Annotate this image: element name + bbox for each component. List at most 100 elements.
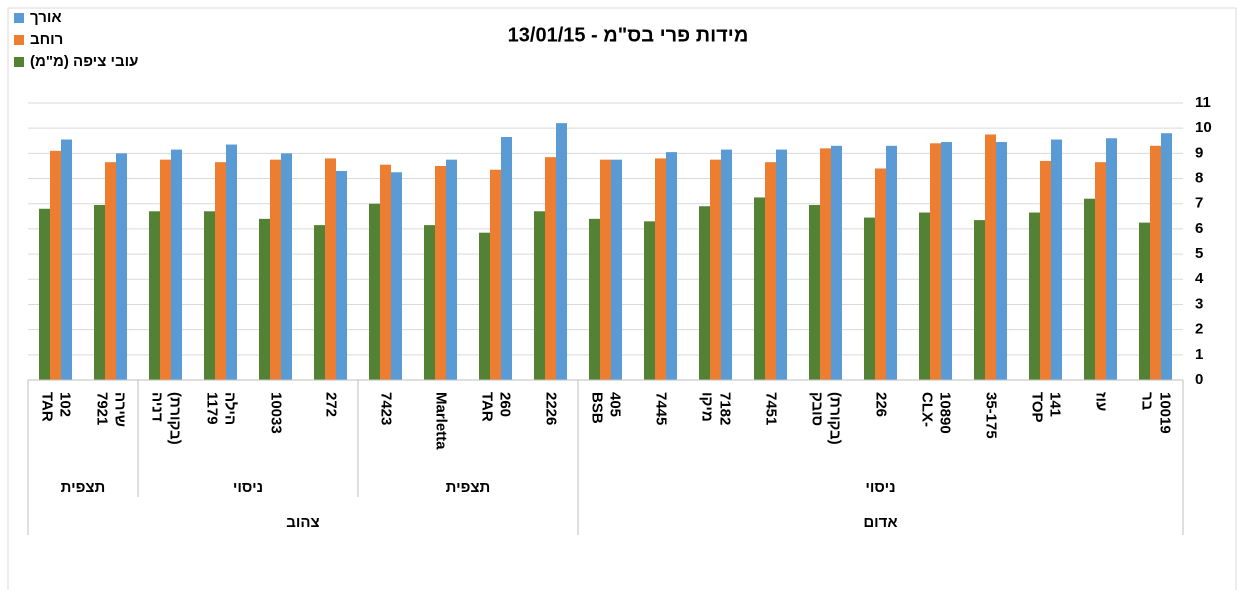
legend-swatch (14, 35, 24, 45)
bar (1040, 160, 1051, 380)
y-tick-label: 10 (1195, 119, 1212, 136)
x-tick-label: 226 (873, 392, 890, 417)
legend-label: רוחב (30, 31, 63, 48)
y-tick-label: 7 (1195, 195, 1203, 212)
x-tick-label: 10890 (937, 392, 954, 434)
bar (391, 172, 402, 380)
x-tick-label: CLX- (919, 392, 936, 427)
x-tick-label: 10019 (1157, 392, 1174, 434)
bar (171, 149, 182, 380)
bar (490, 169, 501, 380)
y-tick-label: 5 (1195, 245, 1203, 262)
x-tick-label: 7423 (378, 392, 395, 425)
bar (699, 206, 710, 380)
x-tick-label: TAR (39, 392, 56, 422)
x-tick-label: BSB (589, 392, 606, 424)
y-tick-label: 9 (1195, 144, 1203, 161)
x-tick-label: TAR (479, 392, 496, 422)
y-tick-label: 2 (1195, 321, 1203, 338)
bar (105, 162, 116, 380)
x-tick-label: 7921 (94, 392, 111, 425)
x-tick-label: הילה (222, 392, 239, 425)
group-label: תצפית (446, 479, 491, 496)
bar (1106, 138, 1117, 380)
bar (930, 143, 941, 380)
bar (611, 159, 622, 380)
bar (644, 221, 655, 380)
x-tick-label: 405 (607, 392, 624, 417)
bar (1139, 222, 1150, 380)
bar (765, 162, 776, 380)
bar (501, 136, 512, 380)
bar (534, 211, 545, 380)
legend-swatch (14, 57, 24, 67)
x-tick-label: 7445 (653, 392, 670, 425)
bar (369, 203, 380, 380)
bar (281, 153, 292, 380)
x-tick-label: עוז (1093, 392, 1110, 411)
x-tick-label: 272 (323, 392, 340, 417)
bar (94, 204, 105, 380)
bar (941, 142, 952, 380)
x-tick-label: דניה (149, 392, 166, 422)
bar (721, 149, 732, 380)
x-tick-label: TOP (1029, 392, 1046, 423)
x-tick-label: בר (1139, 392, 1156, 411)
bar (116, 153, 127, 380)
bar (215, 162, 226, 380)
bar (985, 134, 996, 380)
chart-title: מידות פרי בס"מ - 13/01/15 (508, 24, 749, 46)
y-tick-label: 4 (1195, 270, 1204, 287)
bar (39, 208, 50, 380)
y-tick-label: 6 (1195, 220, 1203, 237)
group-label: ניסוי (233, 479, 263, 496)
bar (919, 212, 930, 380)
bar (479, 232, 490, 380)
bar (259, 218, 270, 380)
bar (655, 158, 666, 380)
x-tick-label: 10033 (268, 392, 285, 434)
x-tick-label: 35-175 (983, 392, 1000, 439)
bar (1051, 139, 1062, 380)
x-tick-label: שירה (112, 392, 129, 427)
legend-swatch (14, 13, 24, 23)
bar (556, 123, 567, 381)
bar (1150, 145, 1161, 380)
bar (314, 225, 325, 380)
bar (754, 197, 765, 380)
bar (435, 165, 446, 380)
legend-label: אורך (30, 9, 62, 26)
y-tick-label: 0 (1195, 371, 1203, 388)
x-tick-label: מיקו (699, 392, 716, 422)
x-tick-label: Marletta (433, 392, 450, 450)
bar (50, 150, 61, 380)
bar (1161, 133, 1172, 380)
bar (336, 170, 347, 380)
legend-label: עובי ציפה (מ"מ) (30, 53, 138, 70)
bar (1084, 198, 1095, 380)
x-tick-label: 1179 (204, 392, 221, 425)
chart-frame (7, 7, 1237, 595)
x-tick-label: 102 (57, 392, 74, 417)
bar (820, 148, 831, 380)
group-label: ניסוי (865, 479, 895, 496)
supergroup-label: אדום (863, 514, 897, 531)
bar (666, 152, 677, 380)
bar (996, 142, 1007, 380)
x-tick-label: 7451 (763, 392, 780, 425)
bar (380, 164, 391, 380)
x-tick-label: 141 (1047, 392, 1064, 417)
bar (1029, 212, 1040, 380)
x-tick-label: (בקורת) (167, 392, 184, 445)
bar (61, 139, 72, 380)
y-tick-label: 8 (1195, 170, 1203, 187)
bar (776, 149, 787, 380)
y-tick-label: 3 (1195, 295, 1203, 312)
y-tick-label: 1 (1195, 346, 1203, 363)
x-tick-label: (בקורת) (827, 392, 844, 445)
bar (226, 144, 237, 380)
bar (875, 168, 886, 380)
bar (864, 217, 875, 380)
x-tick-label: 2226 (543, 392, 560, 425)
bar (589, 218, 600, 380)
